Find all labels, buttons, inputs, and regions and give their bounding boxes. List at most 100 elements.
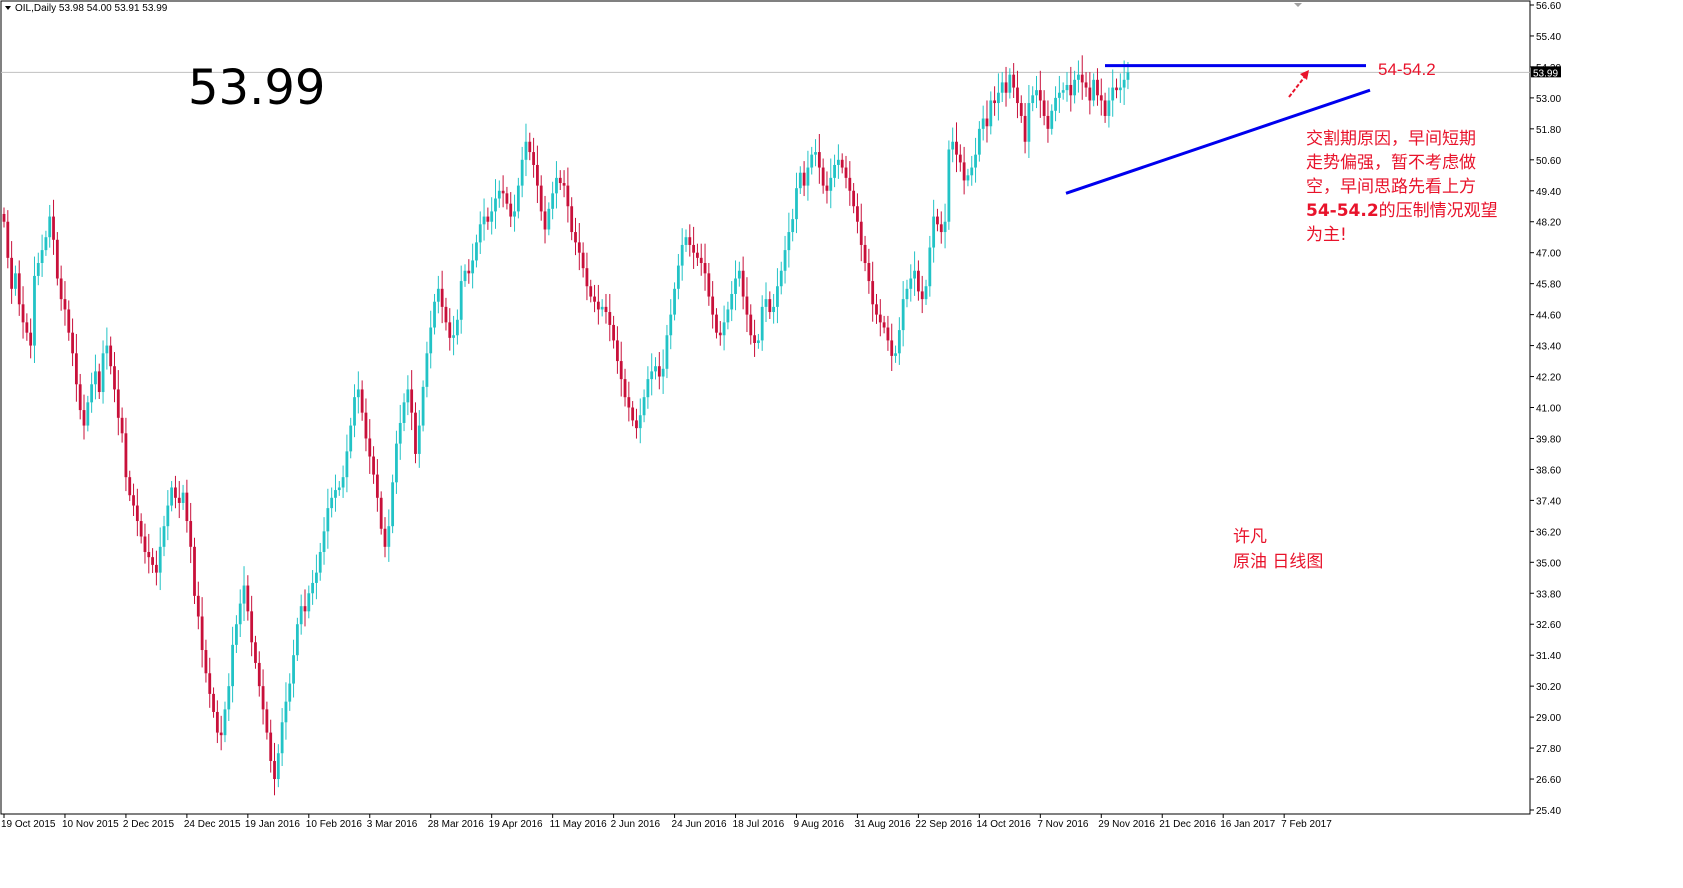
candle-body <box>235 624 238 645</box>
candle-body <box>756 340 760 343</box>
candle-body <box>109 345 113 367</box>
candle-body <box>452 335 455 338</box>
note-line-2: 走势偏强，暂不考虑做 <box>1306 153 1476 173</box>
candles-group <box>2 55 1130 796</box>
candle-body <box>372 456 375 475</box>
candle-body <box>486 216 490 222</box>
candle-body <box>436 288 440 302</box>
y-tick-label: 31.40 <box>1536 651 1561 662</box>
y-tick-label: 43.40 <box>1536 342 1561 353</box>
candle-body <box>1038 90 1042 101</box>
candle-body <box>387 526 391 547</box>
candle-body <box>551 193 555 209</box>
candle-body <box>844 167 848 178</box>
candle-body <box>139 521 143 537</box>
candle-body <box>242 585 246 604</box>
candle-body <box>928 247 932 287</box>
candle-body <box>909 278 913 289</box>
candle-body <box>715 314 718 333</box>
candle-body <box>36 263 40 276</box>
candle-body <box>753 335 756 343</box>
candle-body <box>985 118 989 127</box>
candle-body <box>684 237 688 245</box>
candle-body <box>25 322 29 333</box>
candle-body <box>932 216 936 248</box>
candle-body <box>730 293 734 310</box>
candle-body <box>155 564 158 573</box>
candle-body <box>977 128 981 155</box>
candle-body <box>566 185 570 207</box>
x-tick-label: 19 Apr 2016 <box>489 819 543 830</box>
candle-body <box>593 296 596 302</box>
candle-body <box>86 402 90 426</box>
candle-body <box>513 211 516 217</box>
candle-body <box>71 332 74 354</box>
candle-body <box>707 273 711 297</box>
shift-marker-icon[interactable] <box>1294 3 1302 7</box>
candle-body <box>383 528 387 547</box>
candle-body <box>391 482 395 527</box>
candle-body <box>734 278 737 294</box>
candle-body <box>547 208 551 230</box>
candle-body <box>825 185 829 191</box>
candle-body <box>863 244 867 264</box>
candle-body <box>55 239 59 279</box>
candle-body <box>600 306 604 310</box>
candle-body <box>284 701 288 723</box>
candle-body <box>288 683 292 702</box>
candle-body <box>1092 79 1096 101</box>
candle-body <box>955 141 958 155</box>
candle-body <box>40 250 44 264</box>
candle-body <box>273 760 276 780</box>
candle-body <box>536 164 539 186</box>
y-tick-label: 56.60 <box>1536 1 1561 12</box>
candle-body <box>303 606 307 612</box>
note-line-1: 交割期原因，早间短期 <box>1306 129 1476 149</box>
y-tick-label: 37.40 <box>1536 496 1561 507</box>
candle-body <box>745 296 749 315</box>
candle-body <box>589 286 593 297</box>
candle-body <box>322 531 326 552</box>
candle-body <box>852 190 856 207</box>
candle-body <box>1096 79 1099 96</box>
candle-body <box>650 371 654 380</box>
dropdown-triangle-icon[interactable] <box>5 6 11 10</box>
candle-body <box>425 353 429 387</box>
candle-body <box>147 551 151 558</box>
candle-body <box>33 275 36 346</box>
y-tick-label: 27.80 <box>1536 744 1561 755</box>
candle-body <box>158 546 162 573</box>
candle-body <box>539 185 543 212</box>
candle-body <box>345 451 349 478</box>
candle-body <box>231 644 234 687</box>
candle-body <box>974 154 977 168</box>
candle-body <box>90 384 94 403</box>
candle-body <box>280 722 284 754</box>
candle-body <box>696 252 699 258</box>
candle-body <box>1088 87 1092 101</box>
candle-body <box>596 301 600 310</box>
candle-body <box>623 379 627 398</box>
candle-body <box>269 732 273 761</box>
candle-body <box>1099 95 1103 101</box>
candle-body <box>1042 100 1046 116</box>
candle-body <box>181 492 185 503</box>
candle-body <box>726 309 730 323</box>
candle-body <box>722 322 726 336</box>
candle-body <box>718 332 722 336</box>
candle-body <box>463 270 467 282</box>
x-tick-label: 14 Oct 2016 <box>976 819 1031 830</box>
candle-body <box>543 211 547 230</box>
candle-body <box>59 278 63 300</box>
y-tick-label: 39.80 <box>1536 434 1561 445</box>
y-tick-label: 51.80 <box>1536 125 1561 136</box>
current-price-tag-bg <box>1531 66 1561 78</box>
candle-body <box>444 306 448 323</box>
note-line-4: 54-54.2的压制情况观望 <box>1306 201 1498 221</box>
bullish-arrow-shaft <box>1288 74 1307 98</box>
candle-body <box>1050 110 1054 129</box>
candle-body <box>570 206 574 233</box>
x-tick-label: 9 Aug 2016 <box>793 819 844 830</box>
candle-body <box>478 224 482 243</box>
candle-body <box>848 177 852 191</box>
